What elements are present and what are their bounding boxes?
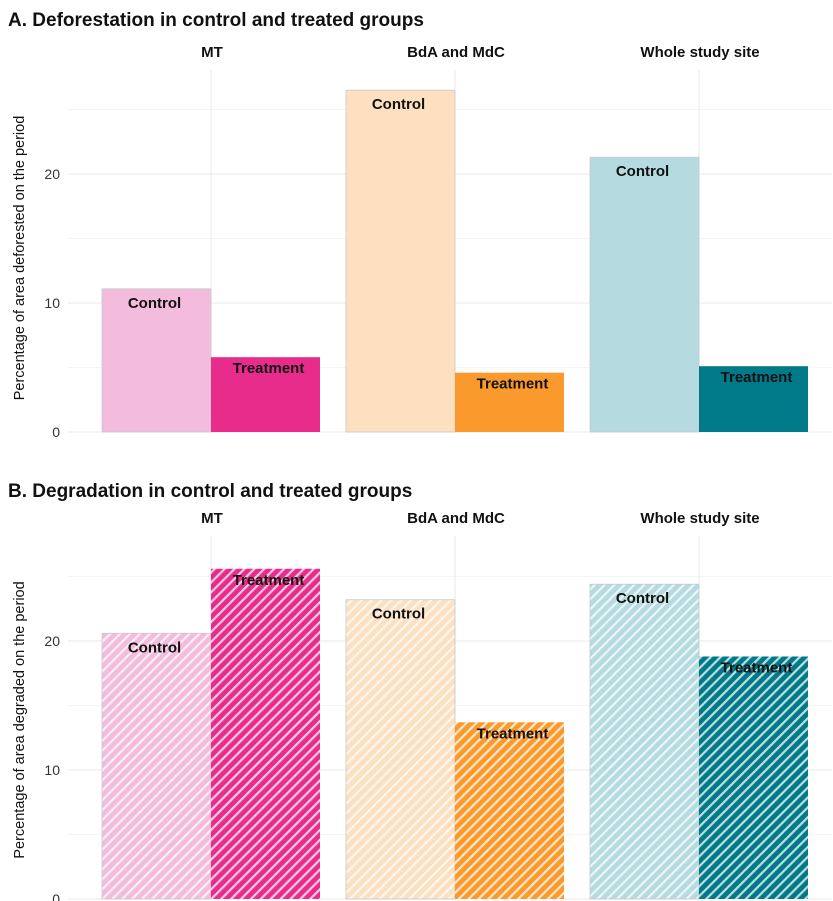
bar-label-control: Control xyxy=(616,590,669,607)
panel-b-facet-bda-mdc: BdA and MdC xyxy=(407,510,505,527)
y-tick-label: 20 xyxy=(44,633,60,649)
panel-b-facet-whole-site: Whole study site xyxy=(640,510,759,527)
panel-a-title: A. Deforestation in control and treated … xyxy=(8,10,424,31)
y-tick-label: 0 xyxy=(52,424,60,440)
panel-b-facet-mt: MT xyxy=(201,510,223,527)
bar-a-bda-and-mdc-control xyxy=(345,89,456,433)
y-tick-label: 20 xyxy=(44,166,60,182)
bar-label-control: Control xyxy=(128,295,181,312)
bar-label-treatment: Treatment xyxy=(477,725,549,742)
bar-a-bda-and-mdc-treatment xyxy=(455,372,564,432)
y-tick-label: 10 xyxy=(44,295,60,311)
bar-label-treatment: Treatment xyxy=(233,360,305,377)
y-tick-label: 10 xyxy=(44,762,60,778)
panel-a-deforestation: A. Deforestation in control and treated … xyxy=(8,10,832,440)
bar-a-whole-study-site-control xyxy=(589,156,700,433)
bar-label-control: Control xyxy=(616,163,669,180)
bar-b-mt-treatment xyxy=(211,568,320,899)
bar-a-mt-treatment xyxy=(211,357,320,432)
panel-a-bars: Control Treatment Control Treatment Control T… xyxy=(101,89,808,433)
panel-b-y-axis-label: Percentage of area degraded on the perio… xyxy=(12,581,28,858)
bar-label-treatment: Treatment xyxy=(233,572,305,589)
bar-label-treatment: Treatment xyxy=(721,369,793,386)
bar-b-bda-and-mdc-control xyxy=(345,599,456,900)
panel-a-y-axis-label: Percentage of area deforested on the per… xyxy=(12,116,28,401)
bar-b-whole-study-site-treatment xyxy=(699,656,808,899)
y-tick-label: 0 xyxy=(52,891,60,901)
panel-b-degradation: B. Degradation in control and treated gr… xyxy=(8,481,832,901)
panel-a-facet-bda-mdc: BdA and MdC xyxy=(407,44,505,61)
panel-b-y-ticks: 0 10 20 xyxy=(44,633,60,901)
panel-a-y-ticks: 0 10 20 xyxy=(44,166,60,440)
bar-label-treatment: Treatment xyxy=(721,659,793,676)
panel-b-bars: Control Treatment Control Treatment Control T… xyxy=(101,568,808,900)
bar-label-control: Control xyxy=(128,639,181,656)
bar-b-mt-control xyxy=(101,632,212,900)
bar-label-treatment: Treatment xyxy=(477,376,549,393)
bar-a-whole-study-site-treatment xyxy=(699,366,808,432)
panel-a-facet-mt: MT xyxy=(201,44,223,61)
bar-label-control: Control xyxy=(372,96,425,113)
bar-b-whole-study-site-control xyxy=(589,583,700,900)
bar-b-bda-and-mdc-treatment xyxy=(455,722,564,899)
panel-b-title: B. Degradation in control and treated gr… xyxy=(8,481,412,502)
bar-label-control: Control xyxy=(372,606,425,623)
panel-a-facet-whole-site: Whole study site xyxy=(640,44,759,61)
